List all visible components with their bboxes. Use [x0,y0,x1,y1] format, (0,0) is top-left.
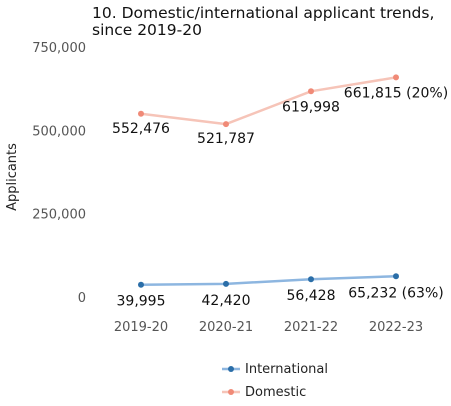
legend-entry-international: International [245,362,328,377]
chart-title-line-2: since 2019-20 [92,21,202,39]
data-point-domestic [308,88,314,95]
y-tick-label: 250,000 [32,208,86,223]
data-point-international [138,281,144,288]
x-tick-label: 2022-23 [369,320,423,335]
data-point-domestic [393,74,399,81]
data-point-international [308,276,314,283]
x-tick-label: 2019-20 [114,320,168,335]
y-tick-label: 0 [78,291,86,306]
data-point-international [393,273,399,280]
data-point-domestic [223,121,229,128]
legend-entry-domestic: Domestic [245,385,306,400]
y-tick-label: 500,000 [32,124,86,139]
data-label-international: 65,232 (63%) [348,285,443,301]
data-label-international: 42,420 [202,293,251,309]
series-layer [138,74,399,288]
data-label-domestic: 661,815 (20%) [344,85,448,101]
data-point-domestic [138,110,144,117]
series-line-domestic [139,76,398,126]
x-tick-label: 2020-21 [199,320,253,335]
data-label-international: 39,995 [117,294,166,310]
data-point-international [223,280,229,287]
legend-swatch-marker [228,389,234,395]
data-label-domestic: 552,476 [112,121,170,137]
data-label-domestic: 619,998 [282,99,340,115]
y-tick-label: 750,000 [32,41,86,56]
data-labels: 39,995 42,420 56,428 65,232 (63%) 552,476 521… [112,85,448,309]
y-axis-label: Applicants [5,143,20,211]
data-label-international: 56,428 [287,288,336,304]
chart-title-line-1: 10. Domestic/international applicant tre… [92,4,434,22]
legend: International Domestic [222,362,328,400]
data-label-domestic: 521,787 [197,131,255,147]
x-tick-labels: 2019-20 2020-21 2021-22 2022-23 [114,320,423,335]
x-tick-label: 2021-22 [284,320,338,335]
legend-swatch-marker [228,366,234,372]
series-line-international [139,275,398,286]
y-tick-labels: 750,000 500,000 250,000 0 [32,41,86,306]
